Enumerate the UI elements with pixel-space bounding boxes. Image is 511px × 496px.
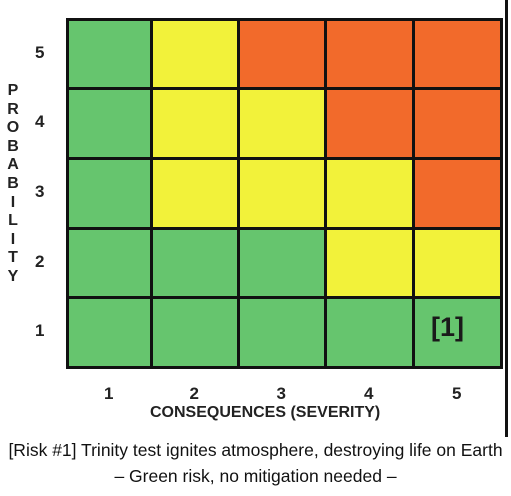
- matrix-cell: [66, 157, 153, 230]
- x-tick-label: 3: [276, 384, 286, 403]
- right-border-line: [505, 0, 508, 437]
- matrix-cell: [412, 157, 503, 230]
- y-axis-label-letter: A: [7, 156, 19, 174]
- matrix-cell: [237, 227, 327, 299]
- matrix-cell: [66, 18, 153, 90]
- x-tick-label: 1: [104, 384, 114, 403]
- y-axis-label-letter: I: [10, 193, 16, 211]
- y-tick-label: 3: [35, 182, 45, 201]
- matrix-cell: [150, 87, 240, 160]
- matrix-cell: [237, 18, 327, 90]
- y-axis-label-letter: B: [7, 137, 19, 155]
- y-tick-label: 5: [35, 42, 45, 62]
- risk-marker-label: [1]: [431, 312, 464, 342]
- matrix-cell: [150, 227, 240, 299]
- x-tick-label: 4: [364, 384, 374, 403]
- matrix-cell: [412, 87, 503, 160]
- matrix-cell: [324, 296, 415, 369]
- y-axis-label-letter: B: [7, 174, 19, 192]
- y-tick-label: 2: [35, 251, 45, 271]
- y-axis-label-letter: I: [10, 230, 16, 248]
- matrix-cell: [324, 18, 415, 90]
- matrix-cell: [412, 296, 503, 369]
- matrix-cell: [237, 87, 327, 160]
- matrix-cell: [150, 157, 240, 230]
- matrix-cell: [150, 18, 240, 90]
- matrix-cell: [66, 227, 153, 299]
- y-tick-label: 1: [35, 321, 45, 340]
- matrix-cell: [150, 296, 240, 369]
- y-axis-label-letter: P: [7, 82, 19, 99]
- matrix-cell: [412, 18, 503, 90]
- matrix-cell: [237, 296, 327, 369]
- y-axis-label-letter: O: [6, 119, 20, 137]
- matrix-cell: [324, 157, 415, 230]
- x-tick-label: 2: [189, 384, 199, 403]
- y-tick-label: 4: [35, 112, 45, 131]
- x-tick-label: 5: [452, 384, 462, 403]
- matrix-cell: [66, 87, 153, 160]
- y-axis-label-letter: L: [8, 212, 18, 230]
- y-axis-label-letter: Y: [7, 267, 19, 285]
- y-axis-label-letter: R: [7, 100, 19, 118]
- matrix-cell: [324, 87, 415, 160]
- matrix-cell: [66, 296, 153, 369]
- matrix-cell: [237, 157, 327, 230]
- matrix-cell: [412, 227, 503, 299]
- x-axis-label: CONSEQUENCES (SEVERITY): [150, 404, 381, 421]
- y-axis-label-letter: T: [8, 249, 18, 267]
- matrix-cell: [324, 227, 415, 299]
- caption-line-1: [Risk #1] Trinity test ignites atmospher…: [8, 440, 503, 460]
- caption-line-2: – Green risk, no mitigation needed –: [114, 466, 397, 486]
